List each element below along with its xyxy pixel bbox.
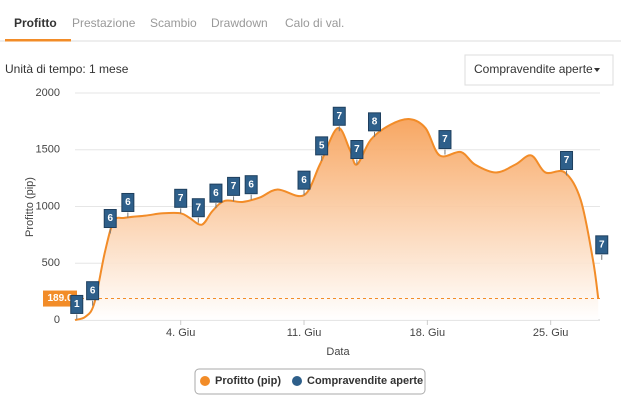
flag[interactable] (121, 192, 135, 212)
flag-label: 7 (231, 181, 237, 192)
reference-label: 189.0 (47, 293, 72, 304)
flag[interactable] (350, 140, 364, 160)
flag-label: 1 (74, 299, 80, 310)
flag[interactable] (332, 106, 346, 126)
unit-label: Unità di tempo: 1 mese (5, 62, 129, 76)
flag[interactable] (174, 188, 188, 208)
flag-label: 7 (336, 111, 342, 122)
flag[interactable] (86, 281, 100, 301)
y-tick-label: 1000 (36, 200, 60, 212)
flag[interactable] (560, 150, 574, 170)
flag-label: 8 (372, 116, 378, 127)
reference-label-bg (43, 290, 77, 307)
tab[interactable]: Prestazione (72, 16, 136, 30)
flag[interactable] (227, 176, 241, 196)
flag-label: 6 (248, 179, 254, 190)
flag[interactable] (191, 198, 205, 218)
y-tick-label: 500 (42, 257, 60, 269)
x-tick-label: 18. Giu (410, 327, 445, 339)
legend-marker (292, 376, 302, 386)
flag-label: 7 (178, 193, 184, 204)
flag-label: 7 (354, 144, 360, 155)
tab[interactable]: Drawdown (211, 16, 268, 30)
active-tab-underline (5, 39, 71, 42)
flag[interactable] (209, 183, 223, 203)
flag[interactable] (103, 209, 117, 229)
flag-label: 6 (90, 285, 96, 296)
dropdown[interactable] (464, 54, 614, 86)
y-tick-label: 0 (54, 314, 60, 326)
flag[interactable] (438, 130, 452, 150)
legend-label[interactable]: Compravendite aperte (307, 375, 423, 387)
flag-label: 5 (319, 141, 325, 152)
flag-label: 6 (107, 213, 113, 224)
flag-label: 7 (196, 202, 202, 213)
x-axis-title: Data (326, 346, 350, 358)
y-axis-title: Profitto (pip) (24, 177, 36, 237)
tab[interactable]: Profitto (14, 16, 57, 30)
area (75, 119, 599, 320)
flag[interactable] (367, 112, 381, 132)
flag[interactable] (315, 136, 329, 156)
line (74, 118, 600, 321)
x-tick-label: 11. Giu (287, 327, 322, 339)
flag-label: 6 (125, 197, 131, 208)
legend-marker (200, 376, 210, 386)
y-tick-label: 1500 (36, 144, 60, 156)
legend (194, 368, 426, 395)
flag-label: 6 (301, 175, 307, 186)
flag-label: 7 (564, 155, 570, 166)
flag[interactable] (595, 235, 609, 255)
flag[interactable] (70, 294, 84, 314)
dropdown-text[interactable]: Compravendite aperte (474, 62, 593, 76)
x-tick-label: 4. Giu (166, 327, 195, 339)
y-tick-label: 2000 (36, 87, 60, 99)
flag-label: 7 (599, 239, 605, 250)
flag-label: 7 (442, 134, 448, 145)
x-tick-label: 25. Giu (533, 327, 568, 339)
dropdown-arrow[interactable] (594, 68, 600, 72)
flag[interactable] (297, 170, 311, 190)
flag[interactable] (244, 175, 258, 195)
flag-label: 6 (213, 188, 219, 199)
tab[interactable]: Calo di val. (285, 16, 344, 30)
legend-label[interactable]: Profitto (pip) (215, 375, 281, 387)
tab[interactable]: Scambio (150, 16, 197, 30)
